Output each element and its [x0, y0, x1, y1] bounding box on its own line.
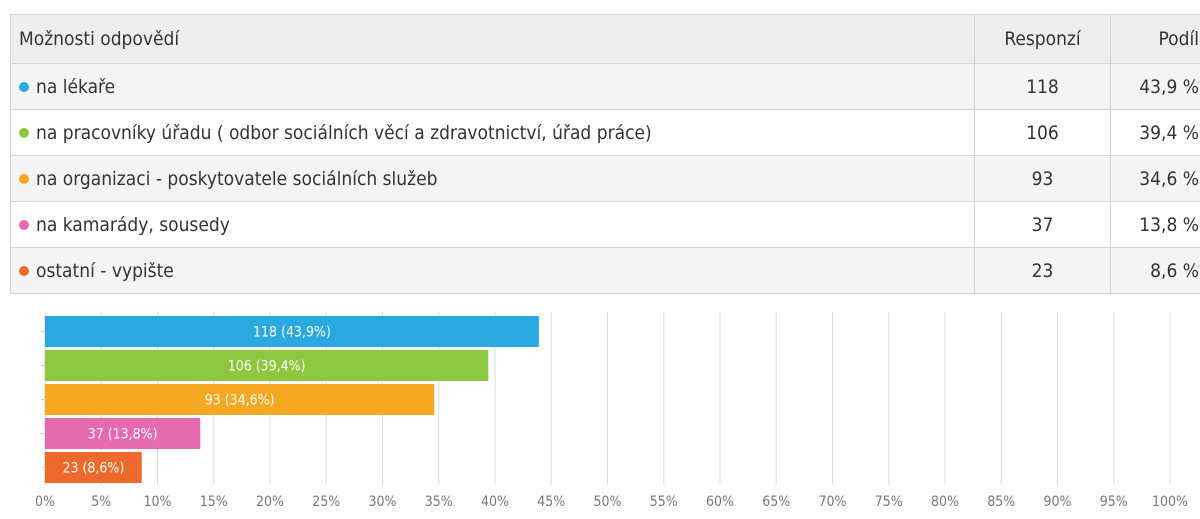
- responses-cell: 118: [974, 63, 1111, 110]
- bar-data-label: 37 (13,8%): [88, 427, 158, 443]
- answer-cell: na organizaci - poskytovatele sociálních…: [10, 155, 975, 202]
- header-share: Podíl: [1110, 14, 1200, 64]
- x-tick-label: 10%: [144, 494, 172, 510]
- table-header-row: Možnosti odpovědí Responzí Podíl: [10, 14, 1200, 64]
- header-answer-options: Možnosti odpovědí: [10, 14, 975, 64]
- header-responses: Responzí: [974, 14, 1111, 64]
- answer-cell: na pracovníky úřadu ( odbor sociálních v…: [10, 109, 975, 156]
- x-tick-label: 65%: [762, 494, 790, 510]
- answer-cell: na kamarády, sousedy: [10, 201, 975, 248]
- x-tick-label: 25%: [312, 494, 340, 510]
- answer-cell: na lékaře: [10, 63, 975, 110]
- x-tick-label: 90%: [1044, 494, 1072, 510]
- answer-label: na pracovníky úřadu ( odbor sociálních v…: [36, 121, 652, 144]
- x-tick-label: 5%: [91, 494, 111, 510]
- responses-cell: 106: [974, 109, 1111, 156]
- bar-data-label: 93 (34,6%): [205, 393, 275, 409]
- x-tick-label: 60%: [706, 494, 734, 510]
- bar: [45, 350, 489, 381]
- legend-dot-icon: [19, 173, 29, 184]
- share-cell: 34,6 %: [1110, 155, 1200, 202]
- legend-dot-icon: [19, 81, 29, 92]
- x-tick-label: 55%: [650, 494, 678, 510]
- bar-data-label: 23 (8,6%): [62, 461, 124, 477]
- responses-cell: 37: [974, 201, 1111, 248]
- responses-cell: 93: [974, 155, 1111, 202]
- x-tick-label: 50%: [594, 494, 622, 510]
- x-tick-label: 95%: [1100, 494, 1128, 510]
- x-tick-label: 35%: [425, 494, 453, 510]
- answer-label: ostatní - vypište: [36, 259, 174, 282]
- answer-label: na lékaře: [36, 75, 116, 98]
- share-cell: 43,9 %: [1110, 63, 1200, 110]
- legend-dot-icon: [19, 265, 29, 276]
- x-tick-label: 30%: [369, 494, 397, 510]
- x-tick-label: 15%: [200, 494, 228, 510]
- legend-dot-icon: [19, 127, 29, 138]
- x-tick-label: 70%: [819, 494, 847, 510]
- answer-label: na kamarády, sousedy: [36, 213, 230, 236]
- answer-cell: ostatní - vypište: [10, 247, 975, 294]
- table-row: na kamarády, sousedy 37 13,8 %: [10, 201, 1200, 248]
- bar: [45, 418, 201, 449]
- responses-cell: 23: [974, 247, 1111, 294]
- bar-data-label: 106 (39,4%): [228, 359, 306, 375]
- x-tick-label: 0%: [35, 494, 55, 510]
- table-row: na pracovníky úřadu ( odbor sociálních v…: [10, 109, 1200, 156]
- x-tick-label: 75%: [875, 494, 903, 510]
- x-tick-label: 85%: [987, 494, 1015, 510]
- x-tick-label: 80%: [931, 494, 959, 510]
- answer-label: na organizaci - poskytovatele sociálních…: [36, 167, 438, 190]
- share-cell: 13,8 %: [1110, 201, 1200, 248]
- x-tick-label: 100%: [1152, 494, 1188, 510]
- share-cell: 8,6 %: [1110, 247, 1200, 294]
- x-tick-label: 45%: [537, 494, 565, 510]
- x-tick-label: 40%: [481, 494, 509, 510]
- table-row: na organizaci - poskytovatele sociálních…: [10, 155, 1200, 202]
- bar-data-label: 118 (43,9%): [253, 325, 331, 341]
- table-row: na lékaře 118 43,9 %: [10, 63, 1200, 110]
- bar: [45, 316, 539, 347]
- x-tick-label: 20%: [256, 494, 284, 510]
- results-table: Možnosti odpovědí Responzí Podíl na léka…: [10, 14, 1200, 294]
- table-row: ostatní - vypište 23 8,6 %: [10, 247, 1200, 294]
- share-cell: 39,4 %: [1110, 109, 1200, 156]
- bar: [45, 452, 142, 483]
- bar: [45, 384, 435, 415]
- bar-chart: 118 (43,9%) 106 (39,4%) 93 (34,6%) 37 (13,8…: [35, 312, 1188, 510]
- legend-dot-icon: [19, 219, 29, 230]
